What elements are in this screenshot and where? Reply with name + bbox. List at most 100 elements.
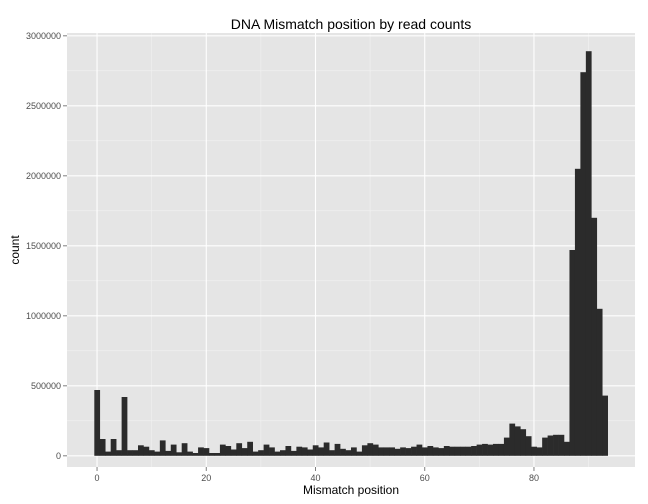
bar	[361, 445, 368, 456]
bar	[159, 440, 166, 456]
bar	[252, 451, 259, 456]
bar	[247, 441, 253, 456]
bar	[536, 447, 543, 456]
bar	[329, 450, 335, 456]
y-tick-label: 1500000	[26, 241, 61, 251]
bar	[372, 444, 379, 456]
x-tick-label: 0	[95, 473, 100, 483]
bar	[170, 444, 177, 456]
y-tick-label: 1000000	[26, 311, 61, 321]
bar	[187, 451, 193, 456]
x-tick-label: 20	[201, 473, 211, 483]
bar	[334, 443, 341, 456]
bar	[138, 445, 144, 456]
bar	[531, 446, 537, 456]
plot-panel	[67, 33, 635, 467]
bar	[558, 434, 565, 456]
bar	[553, 434, 559, 456]
x-tick-label: 80	[529, 473, 539, 483]
bar	[383, 447, 390, 456]
bar	[525, 436, 532, 456]
bar	[274, 451, 281, 456]
bar	[596, 308, 603, 456]
bar	[241, 448, 248, 456]
bar	[427, 446, 434, 456]
bar	[148, 450, 155, 456]
bar	[345, 450, 352, 456]
bar	[225, 446, 232, 456]
bar	[181, 443, 188, 456]
x-axis-title: Mismatch position	[303, 483, 399, 497]
x-axis: 0 20 40 60 80	[95, 467, 539, 483]
bar	[416, 444, 423, 456]
bar	[121, 397, 128, 456]
bar	[591, 217, 598, 456]
y-axis: 0 500000 1000000 1500000 2000000 2500000 30000…	[26, 31, 67, 461]
bar	[154, 451, 161, 456]
bar	[574, 168, 581, 456]
bar	[432, 447, 439, 456]
bar	[449, 446, 456, 456]
x-tick-label: 60	[420, 473, 430, 483]
bar	[400, 447, 406, 456]
bar	[192, 453, 199, 456]
bar	[465, 446, 472, 456]
bar	[580, 72, 587, 456]
bar	[351, 447, 357, 456]
y-tick-label: 3000000	[26, 31, 61, 41]
bar	[422, 447, 428, 456]
bar	[99, 439, 106, 456]
bar	[547, 435, 554, 456]
bar	[542, 437, 548, 456]
bar	[476, 444, 483, 456]
bar	[258, 450, 264, 456]
bar	[514, 426, 521, 456]
bar	[389, 447, 395, 456]
bar	[290, 450, 297, 456]
bar	[367, 443, 374, 456]
x-tick-label: 40	[310, 473, 320, 483]
bar	[94, 390, 101, 456]
bar	[520, 429, 527, 456]
bar	[602, 395, 608, 456]
bar	[564, 441, 570, 456]
bar	[307, 449, 314, 456]
bar	[219, 444, 226, 456]
y-tick-label: 2000000	[26, 171, 61, 181]
bar	[198, 447, 204, 456]
bar	[132, 450, 139, 456]
chart-title: DNA Mismatch position by read counts	[231, 16, 471, 32]
y-tick-label: 500000	[31, 381, 61, 391]
bar	[482, 443, 488, 456]
bar	[214, 453, 221, 456]
bar	[454, 446, 461, 456]
bar	[460, 446, 466, 456]
bar	[443, 446, 450, 456]
bar	[269, 447, 275, 456]
bar	[116, 450, 122, 456]
bar	[394, 448, 401, 456]
bar	[203, 448, 210, 456]
bar	[509, 423, 516, 456]
bar	[165, 450, 172, 456]
bar	[318, 447, 324, 456]
bar	[411, 446, 417, 456]
bar	[280, 450, 286, 456]
y-tick-label: 0	[56, 451, 61, 461]
bar	[503, 437, 510, 456]
bar	[323, 442, 330, 456]
bars	[94, 51, 608, 456]
bar	[209, 453, 215, 456]
bar	[301, 447, 308, 456]
bar	[405, 448, 412, 456]
bar	[285, 446, 292, 456]
bar	[312, 445, 319, 456]
bar	[143, 446, 150, 456]
bar	[236, 443, 243, 456]
bar	[487, 444, 494, 456]
bar	[378, 447, 385, 456]
bar	[110, 439, 117, 456]
y-axis-title: count	[8, 235, 22, 265]
bar	[493, 443, 499, 456]
